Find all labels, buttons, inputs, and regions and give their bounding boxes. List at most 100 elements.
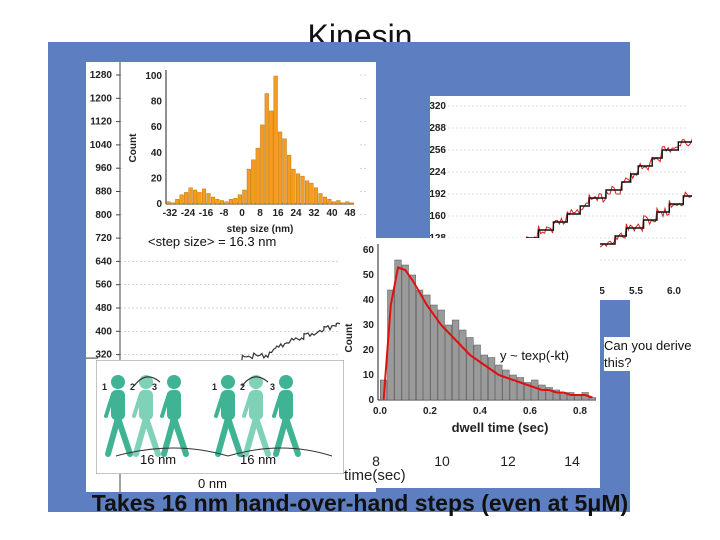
step-bar — [309, 182, 314, 205]
dwell-bar — [423, 294, 431, 401]
dwell-fit-annotation: y ~ texp(-kt) — [498, 348, 571, 363]
inset-x-tick-label: 5 — [599, 286, 605, 297]
step-bar — [210, 196, 216, 205]
step-y-tick-label: 0 — [156, 199, 162, 210]
step-x-tick-label: 40 — [326, 208, 338, 219]
step-bar — [237, 194, 242, 205]
walker-step-number: 1 — [102, 382, 107, 392]
step-y-tick-label: 40 — [151, 148, 163, 159]
dwell-bar — [531, 379, 539, 401]
step-bar — [166, 201, 171, 205]
walker-figures: 1 2 3 1 2 3 — [102, 375, 301, 457]
step-y-tick-label: 100 — [145, 71, 162, 82]
step-bar — [201, 188, 207, 205]
dwell-x-ticks: 0.0 0.2 0.4 0.6 0.8 — [373, 406, 587, 417]
step-bars — [166, 75, 354, 205]
step-bar — [233, 197, 238, 205]
step-bar — [300, 175, 305, 205]
step-x-tick-label: 16 — [272, 208, 284, 219]
main-y-tick-label: 800 — [95, 210, 112, 221]
dwell-y-label: Count — [344, 323, 355, 353]
step-bar — [175, 199, 180, 205]
dwell-bar — [495, 364, 503, 401]
dwell-bar — [459, 329, 467, 401]
step-x-tick-label: -8 — [220, 208, 229, 219]
step-bar — [193, 189, 198, 205]
walker-step-number: 1 — [212, 382, 217, 392]
step-y-tick-label: 20 — [151, 173, 163, 184]
step-label-left: 16 nm — [140, 452, 177, 467]
step-x-label: step size (nm) — [227, 224, 294, 235]
dwell-bar — [516, 377, 524, 401]
step-x-tick-label: -32 — [163, 208, 178, 219]
step-bar — [313, 187, 319, 205]
walker — [104, 375, 133, 457]
main-y-tick-label: 1280 — [90, 70, 113, 81]
dwell-bar — [408, 274, 416, 401]
main-x-ticks: 8 10 12 14 — [372, 453, 580, 469]
main-y-tick-label: 560 — [95, 280, 112, 291]
dwell-y-tick-label: 20 — [363, 345, 375, 356]
dwell-bar — [473, 344, 481, 401]
main-y-tick-label: 960 — [95, 163, 112, 174]
main-y-tick-label: 640 — [95, 256, 112, 267]
step-bar — [242, 189, 247, 205]
step-bar — [246, 168, 251, 205]
walker-step-number: 3 — [152, 382, 157, 392]
dwell-x-tick-label: 0.2 — [423, 406, 437, 417]
dwell-bar — [488, 357, 496, 401]
step-bar — [349, 202, 354, 205]
main-y-tick-label: 400 — [95, 326, 112, 337]
dwell-bar — [588, 397, 596, 401]
inset-y-tick-label: 192 — [430, 189, 446, 200]
dwell-x-tick-label: 0.4 — [473, 406, 487, 417]
dwell-y-ticks: 60 50 40 30 20 10 0 — [363, 245, 375, 406]
step-bar — [188, 187, 193, 205]
dwell-bar — [452, 319, 460, 401]
step-x-tick-label: 48 — [344, 208, 356, 219]
step-bar — [327, 199, 332, 205]
inset-y-tick-label: 256 — [430, 145, 446, 156]
main-x-axis: 8 10 12 14 time(sec) — [340, 440, 600, 488]
dwell-bar — [430, 304, 438, 401]
step-bar — [273, 75, 278, 205]
step-bar — [215, 199, 220, 205]
step-x-tick-label: 32 — [308, 208, 320, 219]
origin-label: 0 nm — [198, 476, 227, 491]
walker-step-number: 3 — [270, 382, 275, 392]
dwell-y-tick-label: 0 — [368, 395, 374, 406]
dwell-y-tick-label: 40 — [363, 295, 375, 306]
walker — [214, 375, 243, 457]
main-x-tick-label: 10 — [434, 453, 450, 469]
dwell-x-tick-label: 0.6 — [523, 406, 537, 417]
step-bar — [206, 193, 211, 205]
step-bar — [228, 199, 233, 205]
hand-over-hand-illustration: 1 2 3 1 2 3 — [96, 360, 344, 474]
step-x-tick-label: 0 — [239, 208, 245, 219]
walker-step-number: 2 — [130, 382, 135, 392]
step-size-histogram: 100 80 60 40 20 0 -32 -24 -16 -8 0 8 16 24 32 40 48 ste… — [122, 62, 358, 242]
step-x-tick-label: 24 — [290, 208, 302, 219]
step-bar — [318, 193, 323, 205]
main-y-tick-label: 1200 — [90, 93, 113, 104]
step-y-tick-label: 80 — [151, 97, 163, 108]
step-label-right: 16 nm — [240, 452, 277, 467]
inset-x-tick-label: 6.0 — [667, 286, 681, 297]
dwell-x-label: dwell time (sec) — [452, 420, 549, 435]
step-bar — [269, 110, 274, 205]
step-y-tick-label: 60 — [151, 122, 163, 133]
dwell-bar — [394, 259, 402, 401]
main-y-label: ⌠ — [86, 354, 98, 362]
step-bar — [255, 147, 260, 205]
step-arc-right — [227, 447, 333, 457]
main-y-tick-label: 480 — [95, 303, 112, 314]
dwell-x-tick-label: 0.0 — [373, 406, 387, 417]
inset-trace-upper — [515, 138, 692, 252]
question-annotation: Can you derive this? — [604, 337, 696, 371]
dwell-bar — [567, 392, 575, 401]
step-bar — [331, 201, 336, 205]
step-y-label: Count — [128, 133, 139, 163]
step-arc-left — [115, 447, 229, 457]
main-x-tick-label: 8 — [372, 453, 380, 469]
inset-y-tick-label: 224 — [430, 167, 446, 178]
